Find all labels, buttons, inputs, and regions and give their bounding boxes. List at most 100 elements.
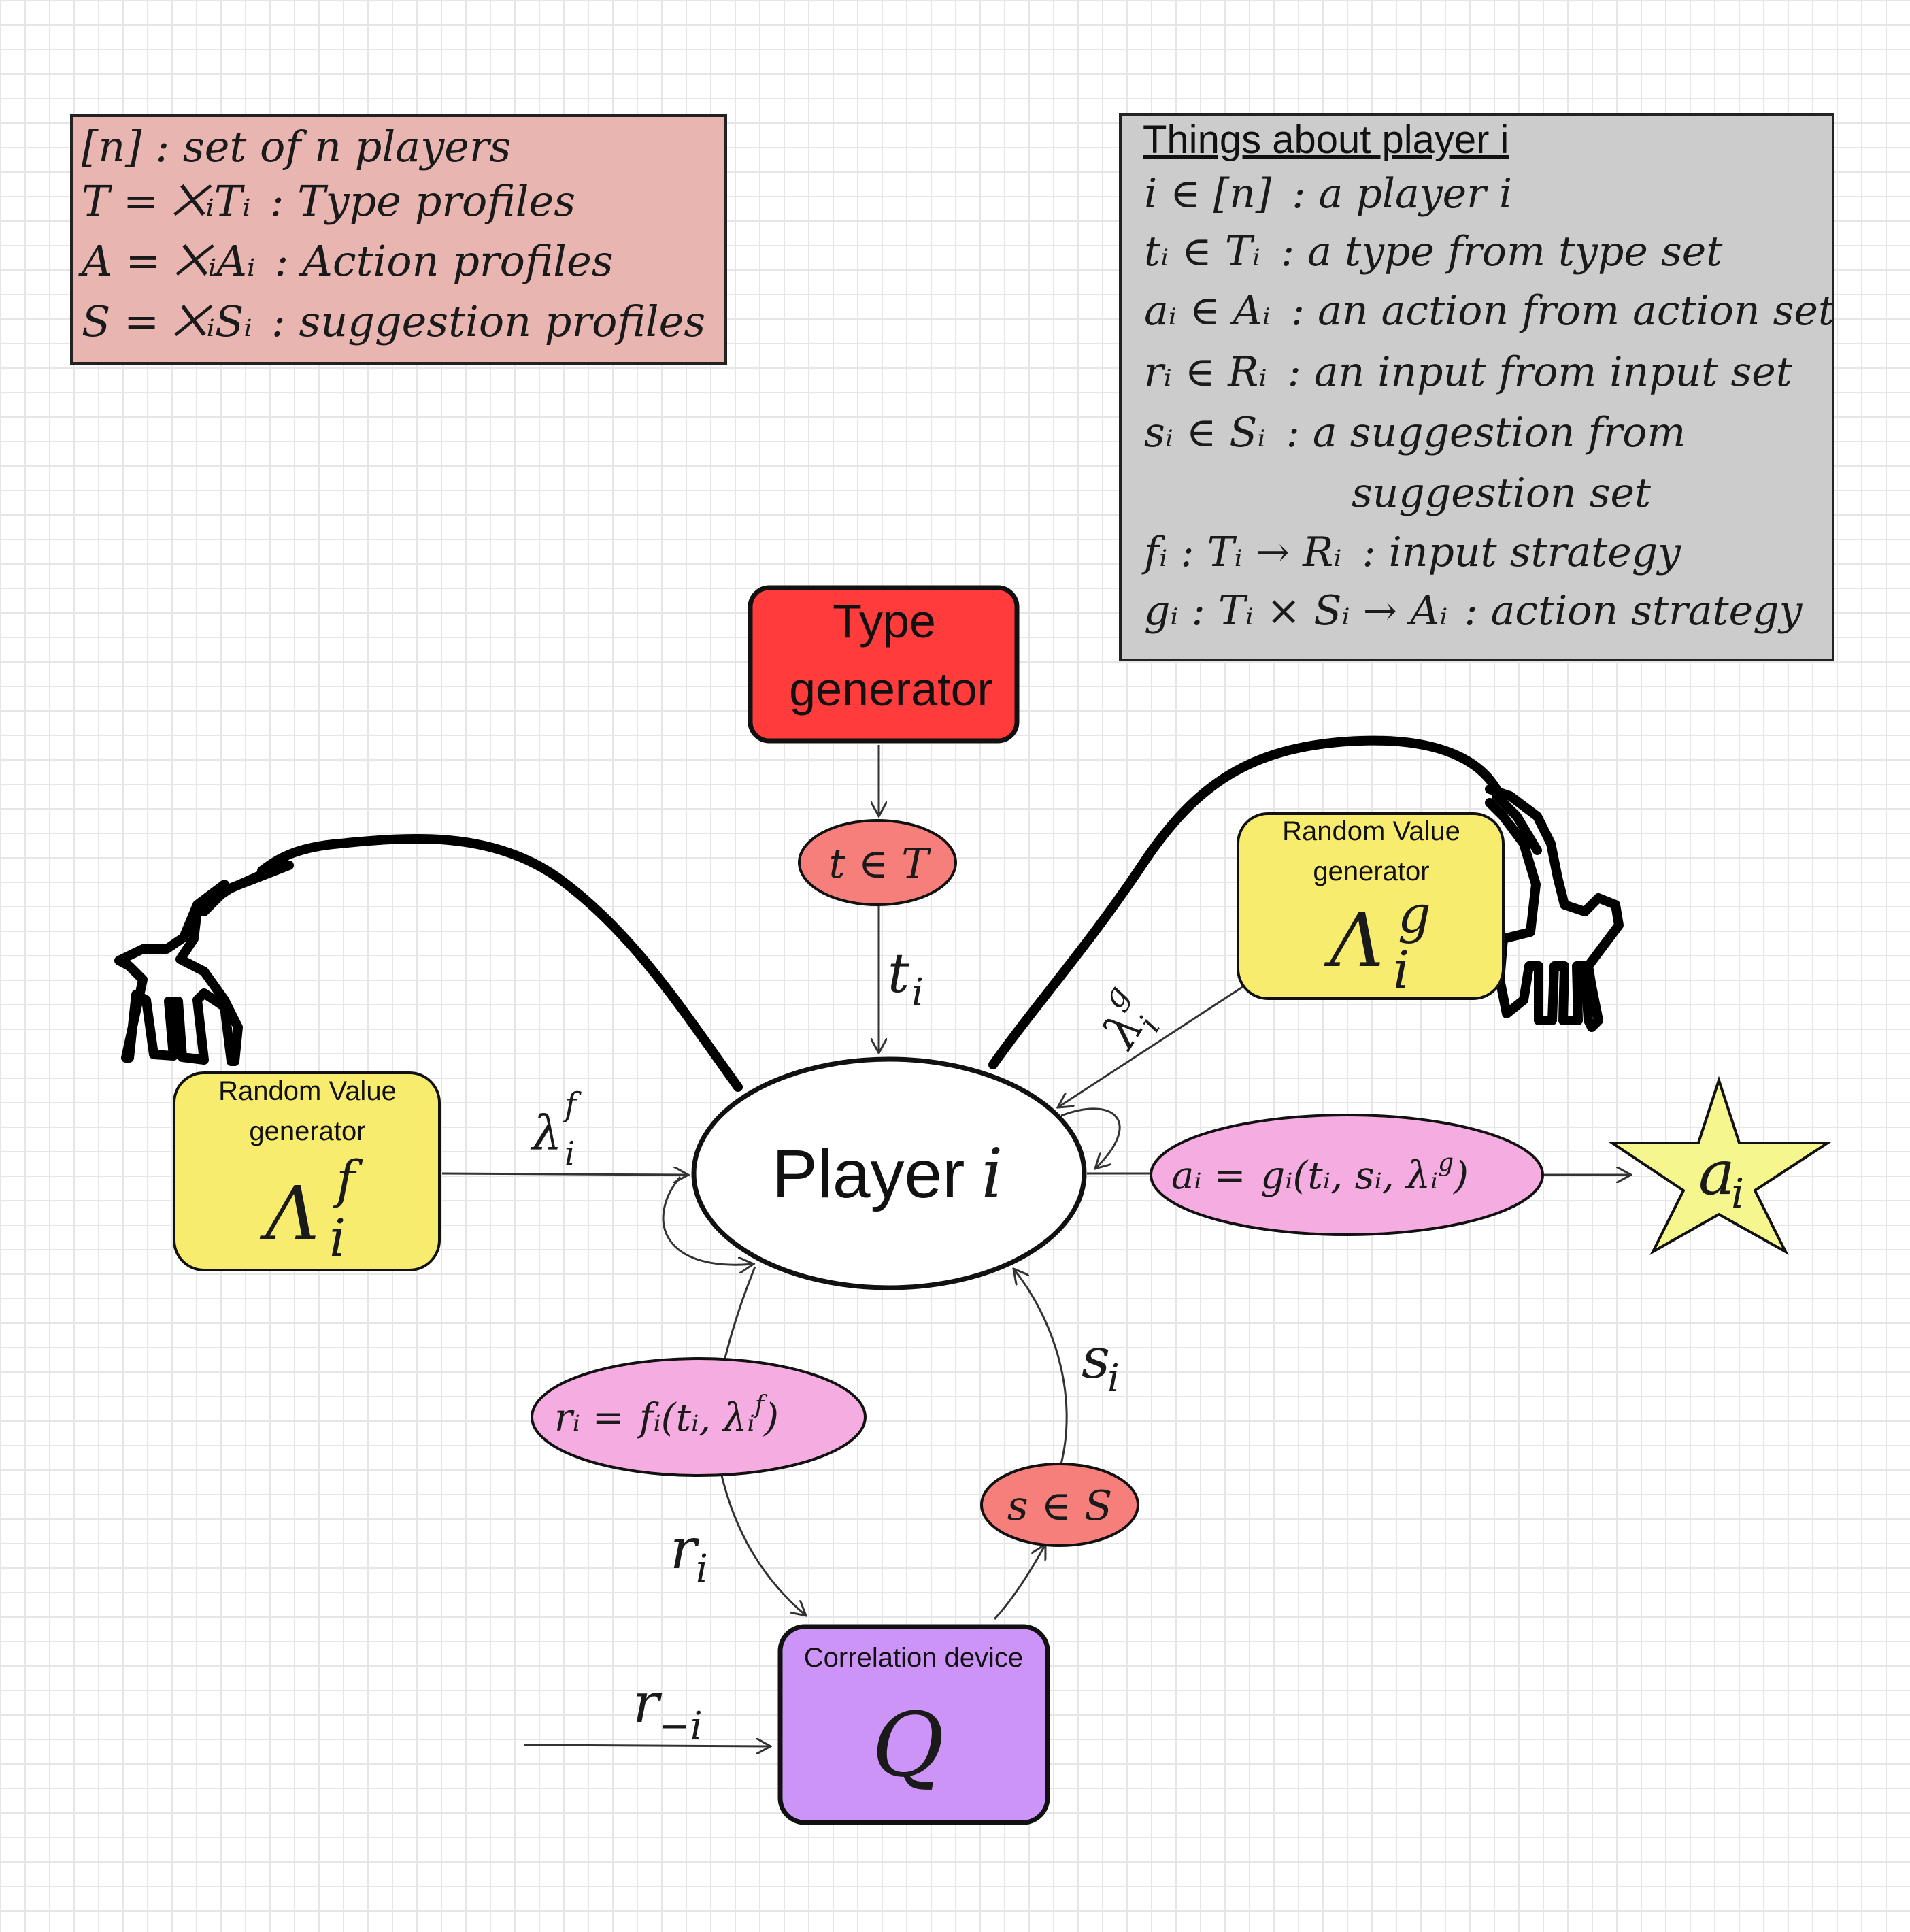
svg-text:gᵢ : Tᵢ × Sᵢ → Aᵢ: action stra: gᵢ : Tᵢ × Sᵢ → Aᵢ: action strategy [1144,587,1803,635]
correlation-device-box [777,1624,1050,1825]
type-set-label: t ∈ T [829,840,932,888]
player-label-word: Player [772,1136,965,1212]
type-generator-node: Type generator [748,585,1020,744]
legend-type-symbol: tᵢ ∈ Tᵢ [1144,228,1260,276]
suggestion-set-label: s ∈ S [1007,1482,1112,1530]
input-formula-lhs: rᵢ = [554,1396,624,1440]
rvg-g-symbol: Λ [1324,897,1384,984]
action-formula-args: (tᵢ, sᵢ, λᵢ [1293,1154,1439,1198]
edges [441,745,1631,1746]
edge-rvgf-to-player [441,1173,688,1175]
svg-text:rᵢ ∈ Rᵢ: an input from input s: rᵢ ∈ Rᵢ : an input from input set [1144,348,1793,396]
svg-text:T = ⨉ᵢTᵢ: Type profiles: T = ⨉ᵢTᵢ: Type profiles [82,176,575,226]
edge-label-lambda-f: λ [530,1105,562,1161]
edge-label-t-i-sub: i [911,971,924,1015]
action-star [1607,1076,1832,1255]
edge-player-to-input-formula [723,1266,756,1361]
suggestion-set-ellipse [980,1463,1139,1547]
svg-text:sᵢ ∈ Sᵢ: a suggestion from: sᵢ ∈ Sᵢ : a suggestion from [1144,409,1686,456]
legend-n-symbol: [n] [82,122,142,171]
svg-text:A = ⨉ᵢAᵢ: Action profiles: A = ⨉ᵢAᵢ : Action profiles [78,236,614,286]
player-legend-title: Things about player i [1143,118,1509,162]
type-set-ellipse [798,819,957,906]
rvg-f-box [173,1071,441,1271]
input-formula-args: (tᵢ, λᵢ [661,1396,755,1440]
action-star-subscript: i [1731,1170,1744,1218]
action-formula-lhs: aᵢ = [1171,1154,1245,1198]
legend-type-profiles-symbol: T = ⨉ᵢTᵢ [82,176,251,226]
correlation-device-label: Correlation device [804,1643,1023,1673]
rvg-g-line1: Random Value [1282,816,1460,846]
legend-suggestion-text: : a suggestion from [1286,409,1686,456]
svg-text:[n]: set of n players: [n] : set of n players [82,122,511,171]
legend-suggestion-profiles-symbol: S = ⨉ᵢSᵢ [82,297,252,346]
profiles-legend-box [70,114,727,365]
edge-label-lambda-f-sup: f [563,1086,582,1124]
legend-input-strategy-text: : input strategy [1362,529,1681,576]
svg-text:S = ⨉ᵢSᵢ: suggestion profiles: S = ⨉ᵢSᵢ : suggestion profiles [82,297,705,346]
legend-input-text: : an input from input set [1288,348,1793,396]
svg-text:i ∈ [n]: a player i: i ∈ [n] : a player i [1144,170,1512,218]
player-ellipse [691,1056,1087,1290]
edge-player-self-loop-right [1060,1107,1121,1169]
suggestion-set-node: s ∈ S [980,1463,1139,1547]
rvg-f-line2: generator [249,1116,365,1146]
svg-text:aᵢ =gᵢ(tᵢ, sᵢ, λᵢg): aᵢ = gᵢ(tᵢ, sᵢ, λᵢg) [1171,1149,1469,1198]
left-arm-drawing [114,833,743,1092]
svg-text:tᵢ ∈ Tᵢ: a type from type set: tᵢ ∈ Tᵢ : a type from type set [1144,228,1723,276]
edge-label-r-i-sub: i [696,1547,708,1591]
edge-r-minus-i-to-correlation [523,1745,771,1746]
legend-player-symbol: i ∈ [n] [1144,170,1272,218]
correlation-device-node: Correlation device Q [777,1624,1050,1825]
rvg-f-node: Random Value generator Λ f i [173,1071,441,1271]
legend-suggestion-profiles-text: : suggestion profiles [271,297,705,346]
rvg-g-box [1237,812,1505,1000]
legend-action-profiles-text: : Action profiles [274,236,613,286]
action-formula-fn: gᵢ [1260,1154,1292,1198]
edge-player-self-loop-left [662,1176,754,1265]
legend-suggestion-symbol: sᵢ ∈ Sᵢ [1144,409,1266,456]
legend-suggestion-text-cont: suggestion set [1352,469,1652,517]
legend-action-profiles-symbol: A = ⨉ᵢAᵢ [78,236,255,286]
input-formula-close: ) [763,1396,779,1440]
svg-text:fᵢ : Tᵢ → Rᵢ: input strategy: fᵢ : Tᵢ → Rᵢ: input strategy [1141,529,1681,576]
left-hand-stroke [114,859,294,1066]
legend-type-text: : a type from type set [1281,228,1723,276]
edge-input-formula-to-correlation [720,1472,806,1616]
correlation-device-symbol: Q [872,1693,945,1797]
right-hand-stroke [1485,784,1624,1032]
edge-label-t-i: t [888,942,910,1005]
action-formula-node: aᵢ = gᵢ(tᵢ, sᵢ, λᵢg) [1150,1114,1544,1236]
edge-label-lambda-f-sub: i [565,1135,575,1173]
rvg-g-subscript: i [1393,939,1409,1000]
edge-label-r-minus-i: r [633,1671,663,1736]
legend-n-text: : set of n players [155,122,511,171]
rvg-f-subscript: i [329,1208,346,1268]
edge-label-s-i-sub: i [1107,1356,1120,1401]
input-formula-node: rᵢ = fᵢ(tᵢ, λᵢf) [531,1357,867,1477]
action-output-node: a i [1607,1076,1832,1255]
input-formula-ellipse [531,1357,867,1477]
legend-action-symbol: aᵢ ∈ Aᵢ [1144,287,1271,335]
player-node: Player i [691,1056,1087,1290]
rvg-f-line1: Random Value [218,1076,397,1106]
action-star-symbol: a [1698,1137,1735,1209]
legend-player-text: : a player i [1292,170,1512,218]
action-formula-args-sup: g [1438,1149,1454,1177]
svg-text:rᵢ =fᵢ(tᵢ, λᵢf): rᵢ = fᵢ(tᵢ, λᵢf) [554,1391,779,1440]
edge-rvgg-to-player [1058,985,1244,1107]
action-formula-close: ) [1453,1154,1469,1198]
rvg-f-symbol: Λ [259,1170,319,1257]
legend-action-strategy-text: : action strategy [1464,587,1803,635]
type-set-node: t ∈ T [798,819,957,906]
rvg-g-node: Random Value generator Λ g i [1237,812,1505,1000]
rvg-g-superscript: g [1398,884,1431,944]
input-formula-fn: fᵢ [637,1396,661,1440]
rvg-g-line2: generator [1313,856,1429,886]
legend-input-symbol: rᵢ ∈ Rᵢ [1144,348,1267,396]
player-legend-box [1119,113,1834,661]
type-generator-line2: generator [789,663,993,716]
player-label-symbol: i [981,1134,1003,1214]
